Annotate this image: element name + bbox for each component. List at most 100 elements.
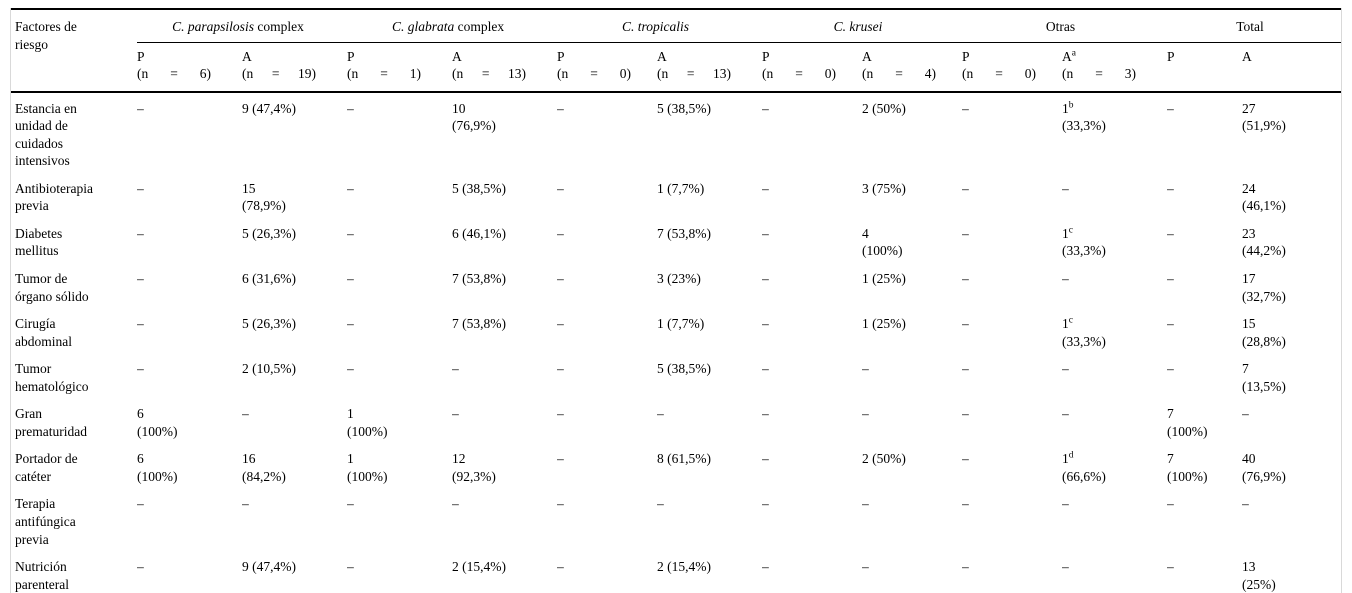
column-group-total: Total — [1167, 9, 1342, 43]
table-frame: Factores de riesgo C. parapsilosis compl… — [10, 8, 1342, 593]
table-cell: – — [137, 100, 144, 116]
table-cell: – — [1167, 496, 1174, 512]
table-cell: – — [762, 225, 769, 241]
table-cell: 10 (76,9%) — [452, 100, 496, 134]
table-cell: – — [1062, 180, 1069, 196]
table-cell: – — [1242, 496, 1249, 512]
sub-header-row: P (n = 6) A (n = 19) P (n = 1) A (n = 13) P (… — [11, 42, 1342, 93]
table-cell: – — [347, 361, 354, 377]
column-subheader: A (n = 19) — [242, 42, 347, 93]
table-cell: – — [762, 496, 769, 512]
table-cell: 8 (61,5%) — [657, 451, 712, 467]
table-row: Terapia antifúngica previa – – – – – – – – – – – – — [11, 491, 1341, 554]
table-cell: – — [962, 406, 969, 422]
column-subheader: A (n = 4) — [862, 42, 963, 93]
table-cell: – — [347, 316, 354, 332]
column-subheader: P (n = 0) — [762, 42, 863, 93]
table-cell: 5 (38,5%) — [452, 180, 506, 196]
column-subheader: P (n = 1) — [347, 42, 452, 93]
table-cell: – — [1167, 225, 1174, 241]
column-subheader: Aa (n = 3) — [1062, 42, 1168, 93]
table-cell: – — [762, 180, 769, 196]
species-name: C. krusei — [833, 19, 883, 34]
table-cell: 12 (92,3%) — [452, 451, 496, 484]
table-cell: 5 (38,5%) — [657, 100, 712, 116]
table-cell: 1 (100%) — [347, 406, 388, 439]
table-cell: 7 (100%) — [1167, 406, 1208, 439]
table-row: Estancia en unidad de cuidados intensivo… — [11, 92, 1341, 176]
species-name: C. tropicalis — [622, 19, 690, 34]
column-group-tropicalis: C. tropicalis — [557, 9, 763, 43]
table-cell: – — [137, 316, 144, 332]
table-cell: – — [557, 271, 564, 287]
row-label: Nutrición parenteral — [15, 559, 69, 592]
table-cell: 3 (23%) — [657, 271, 701, 287]
table-cell: 1 (7,7%) — [657, 180, 705, 196]
row-label: Estancia en unidad de cuidados intensivo… — [15, 100, 77, 169]
column-subheader: P (n = 0) — [557, 42, 658, 93]
table-row: Nutrición parenteral – 9 (47,4%) – 2 (15,4%)… — [11, 554, 1341, 593]
table-cell: – — [962, 225, 969, 241]
table-cell: – — [137, 271, 144, 287]
table-cell: – — [962, 559, 969, 575]
table-row: Antibioterapia previa – 15 (78,9%) – 5 (38,5… — [11, 176, 1341, 221]
table-cell: – — [862, 406, 869, 422]
table-cell: 9 (47,4%) — [242, 100, 296, 116]
table-cell: 17 (32,7%) — [1242, 271, 1286, 304]
table-cell: – — [1167, 180, 1174, 196]
table-row: Cirugía abdominal – 5 (26,3%) – 7 (53,8%) – 1 … — [11, 311, 1341, 356]
table-cell: – — [347, 271, 354, 287]
table-cell: 6 (100%) — [137, 406, 178, 439]
table-cell: – — [657, 406, 664, 422]
row-label: Antibioterapia previa — [15, 180, 93, 214]
species-name: C. glabrata — [391, 19, 455, 34]
table-cell: – — [962, 180, 969, 196]
table-cell: – — [1062, 271, 1069, 287]
subheader-n: (n = 0) — [557, 66, 632, 82]
table-cell: – — [452, 361, 459, 377]
table-row: Gran prematuridad 6 (100%) – 1 (100%) – – – – – –… — [11, 401, 1341, 446]
table-cell: – — [347, 180, 354, 196]
subheader-label: A — [1242, 48, 1252, 64]
table-cell: – — [762, 316, 769, 332]
column-group-otras: Otras — [962, 9, 1168, 43]
subheader-n: (n = 13) — [657, 66, 732, 82]
column-group-glabrata: C. glabrata complex — [347, 9, 558, 43]
column-subheader: P — [1167, 42, 1243, 93]
table-cell: – — [1167, 316, 1174, 332]
table-cell: 24 (46,1%) — [1242, 180, 1286, 214]
table-cell: 4 (100%) — [862, 225, 903, 259]
table-cell: 1d (66,6%) — [1062, 450, 1106, 484]
subheader-n: (n = 13) — [452, 66, 526, 82]
table-cell: – — [137, 180, 144, 196]
table-cell: 7 (53,8%) — [452, 271, 506, 287]
species-suffix: Total — [1236, 19, 1264, 34]
table-cell: 27 (51,9%) — [1242, 100, 1286, 134]
table-cell: – — [862, 559, 869, 575]
table-cell: – — [962, 100, 969, 116]
table-cell: 2 (15,4%) — [657, 559, 712, 575]
table-cell: 1 (25%) — [862, 316, 906, 332]
table-cell: 2 (50%) — [862, 100, 906, 116]
subheader-n: (n = 3) — [1062, 66, 1137, 82]
table-cell: – — [137, 361, 144, 377]
table-cell: – — [862, 496, 869, 512]
table-cell: 1 (7,7%) — [657, 316, 705, 332]
table-cell: – — [1167, 559, 1174, 575]
table-cell: 7 (53,8%) — [452, 316, 506, 332]
table-cell: – — [452, 406, 459, 422]
table-cell: 3 (75%) — [862, 180, 906, 196]
subheader-n: (n = 4) — [862, 66, 937, 82]
table-cell: – — [1167, 271, 1174, 287]
table-cell: 15 (28,8%) — [1242, 316, 1286, 349]
subheader-label: A — [657, 48, 667, 64]
table-cell: – — [557, 451, 564, 467]
table-cell: – — [242, 496, 249, 512]
table-cell: – — [962, 361, 969, 377]
subheader-label: Aa — [1062, 48, 1076, 64]
table-cell: 5 (38,5%) — [657, 361, 712, 377]
table-cell: 2 (10,5%) — [242, 361, 296, 377]
table-cell: – — [137, 496, 144, 512]
table-cell: 1 (100%) — [347, 451, 388, 484]
table-cell: 6 (46,1%) — [452, 225, 506, 241]
